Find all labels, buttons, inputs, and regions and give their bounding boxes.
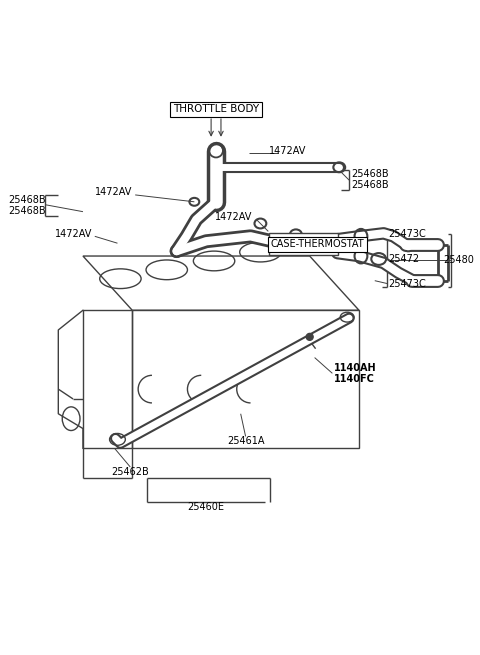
Text: 25468B: 25468B: [8, 195, 46, 205]
Ellipse shape: [306, 333, 313, 341]
Text: 25468B: 25468B: [8, 206, 46, 215]
Text: 25472: 25472: [388, 254, 420, 264]
Text: 25461A: 25461A: [227, 436, 264, 446]
Text: 1472AV: 1472AV: [55, 229, 93, 239]
Text: 25468B: 25468B: [351, 180, 389, 190]
Text: 1472AV: 1472AV: [95, 187, 132, 197]
Text: 1472AV: 1472AV: [269, 145, 307, 155]
Text: 1472AV: 1472AV: [215, 212, 252, 221]
Text: 25468B: 25468B: [351, 169, 389, 179]
Text: THROTTLE BODY: THROTTLE BODY: [173, 104, 259, 114]
FancyBboxPatch shape: [269, 233, 338, 255]
Text: 1140AH: 1140AH: [335, 364, 377, 373]
Text: 25473C: 25473C: [388, 229, 426, 239]
Text: 1140FC: 1140FC: [335, 374, 375, 384]
Text: 25473C: 25473C: [388, 278, 426, 289]
Text: 25460E: 25460E: [188, 502, 225, 512]
Text: CASE-THERMOSTAT: CASE-THERMOSTAT: [271, 239, 364, 249]
Text: 25462B: 25462B: [111, 467, 149, 477]
Text: 25480: 25480: [443, 255, 474, 265]
